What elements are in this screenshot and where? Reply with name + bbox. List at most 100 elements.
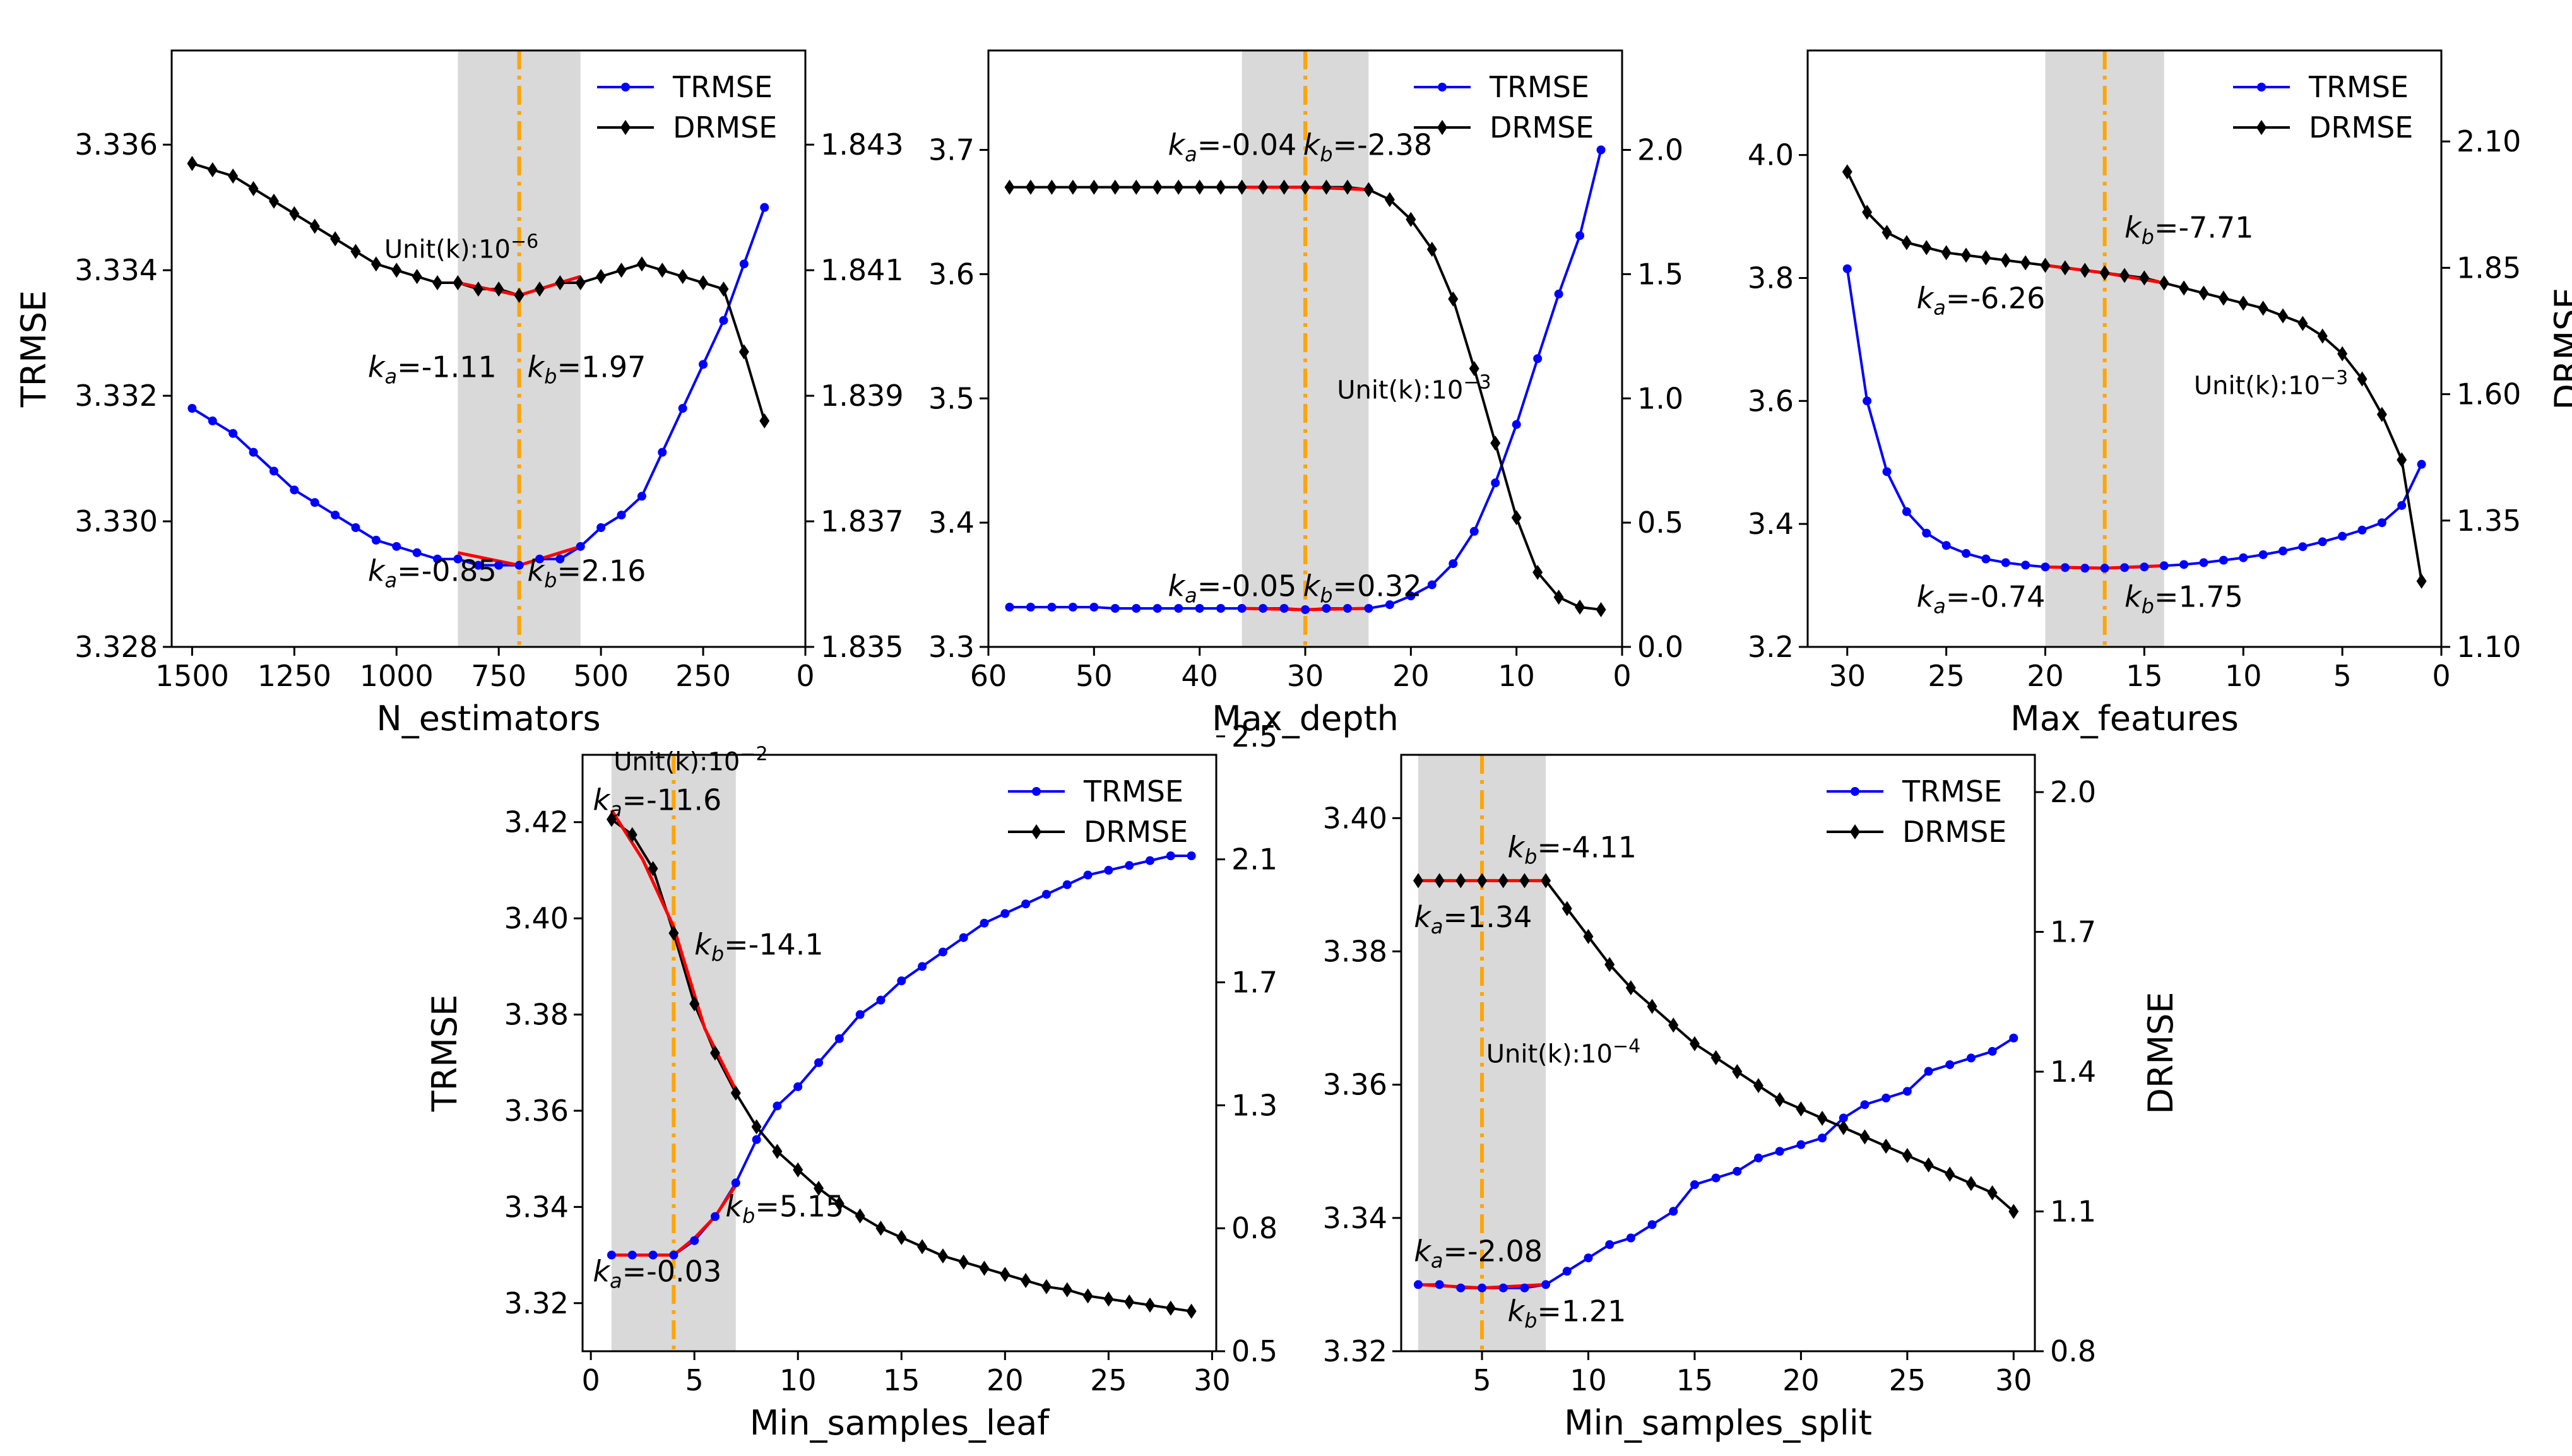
slope-value: =1.21 — [1537, 1294, 1626, 1328]
unit-note-prefix: Unit(k):10 — [384, 235, 511, 264]
slope-value: =-0.05 — [1197, 569, 1297, 603]
x-tick-label: 0 — [581, 1363, 600, 1397]
data-point-trmse — [1068, 603, 1077, 612]
data-point-drmse — [1902, 1147, 1912, 1163]
data-point-trmse — [710, 1212, 720, 1221]
legend-label-trmse: TRMSE — [672, 70, 773, 104]
unit-note: Unit(k):10−2 — [613, 743, 767, 776]
data-point-trmse — [331, 511, 340, 520]
y-right-tick-label: 1.4 — [2050, 1055, 2096, 1089]
data-point-trmse — [855, 1010, 865, 1019]
slope-symbol: k — [368, 554, 386, 588]
slope-symbol: k — [528, 350, 546, 384]
slope-subscript: a — [1431, 1248, 1443, 1272]
data-point-trmse — [1083, 870, 1093, 880]
data-point-drmse — [1004, 179, 1015, 195]
y-left-tick-label: 3.36 — [1323, 1068, 1387, 1102]
slope-annotation: kb=-14.1 — [694, 928, 824, 966]
legend-label-drmse: DRMSE — [1902, 815, 2006, 849]
data-point-trmse — [1902, 507, 1911, 516]
y-left-tick-label: 3.42 — [504, 805, 569, 839]
slope-subscript: b — [1320, 142, 1332, 166]
y-right-tick-label: 1.0 — [1637, 381, 1683, 415]
data-point-drmse — [1604, 957, 1615, 973]
slope-annotation: kb=1.21 — [1507, 1294, 1626, 1332]
data-point-trmse — [1818, 1133, 1827, 1143]
data-point-trmse — [1941, 541, 1951, 550]
slope-value: =-11.6 — [622, 783, 722, 817]
x-axis-label: Min_samples_leaf — [750, 1403, 1051, 1443]
data-point-drmse — [1987, 1185, 1998, 1200]
data-point-trmse — [959, 933, 968, 942]
slope-symbol: k — [1303, 569, 1322, 603]
plot-area — [1413, 873, 2019, 1293]
data-point-drmse — [1021, 1272, 1031, 1288]
data-point-trmse — [1498, 1283, 1508, 1293]
slope-annotation: kb=-2.38 — [1303, 127, 1433, 166]
data-point-drmse — [979, 1260, 990, 1276]
slope-value: =-4.11 — [1537, 830, 1637, 864]
data-point-trmse — [1754, 1153, 1763, 1163]
data-point-drmse — [1152, 179, 1163, 195]
data-point-drmse — [875, 1221, 886, 1236]
slope-subscript: b — [1320, 583, 1332, 607]
slope-value: =-1.11 — [397, 350, 497, 384]
data-point-trmse — [1842, 264, 1852, 273]
slope-annotation: ka=-0.04 — [1168, 127, 1296, 166]
y-right-tick-label: 0.5 — [1637, 506, 1683, 540]
data-point-drmse — [2218, 290, 2229, 306]
data-point-drmse — [1965, 1176, 1976, 1192]
data-point-trmse — [1882, 1093, 1891, 1103]
data-point-drmse — [1469, 361, 1479, 376]
data-point-drmse — [2337, 346, 2348, 362]
data-point-drmse — [1881, 1139, 1892, 1154]
slope-value: =-14.1 — [724, 928, 824, 962]
data-point-drmse — [2397, 452, 2407, 468]
data-point-trmse — [310, 498, 319, 507]
data-point-drmse — [412, 269, 422, 285]
data-point-drmse — [759, 413, 770, 429]
slope-value: =0.32 — [1333, 569, 1422, 603]
data-point-trmse — [1966, 1053, 1976, 1063]
x-tick-label: 250 — [675, 659, 731, 693]
y-left-tick-label: 3.330 — [74, 504, 158, 538]
slope-value: =2.16 — [557, 554, 646, 588]
data-point-trmse — [1187, 851, 1196, 861]
y-right-tick-label: 0.5 — [1231, 1334, 1277, 1368]
data-point-drmse — [187, 156, 198, 172]
y-right-tick-label: 2.1 — [1231, 843, 1277, 877]
unit-note: Unit(k):10−6 — [384, 230, 538, 264]
data-point-drmse — [1945, 1166, 1955, 1182]
data-point-drmse — [958, 1254, 969, 1270]
y-right-tick-label: 1.3 — [1231, 1088, 1277, 1122]
data-point-trmse — [1626, 1233, 1635, 1243]
y-left-tick-label: 3.38 — [1323, 934, 1387, 968]
data-point-drmse — [1258, 179, 1269, 195]
data-point-drmse — [1842, 164, 1852, 180]
data-point-drmse — [1216, 179, 1226, 195]
x-tick-label: 0 — [2432, 659, 2450, 693]
y-right-tick-label: 2.10 — [2456, 124, 2521, 158]
data-point-drmse — [1583, 928, 1594, 944]
data-point-trmse — [1512, 420, 1521, 429]
y-left-tick-label: 3.40 — [1323, 801, 1387, 835]
slope-symbol: k — [1303, 127, 1322, 162]
data-point-drmse — [738, 344, 749, 360]
data-point-trmse — [690, 1236, 699, 1245]
data-point-trmse — [1924, 1067, 1933, 1076]
data-point-trmse — [918, 962, 927, 971]
slope-annotation: ka=-11.6 — [593, 783, 721, 822]
data-point-trmse — [535, 554, 544, 564]
unit-note: Unit(k):10−3 — [1337, 371, 1491, 405]
y-left-tick-label: 3.5 — [928, 381, 975, 415]
slope-annotation: ka=-0.03 — [593, 1254, 721, 1293]
slope-symbol: k — [1414, 1234, 1432, 1268]
data-point-trmse — [2397, 500, 2407, 510]
data-point-drmse — [730, 1085, 741, 1101]
slope-subscript: a — [385, 569, 398, 593]
data-point-drmse — [1575, 600, 1585, 615]
y-right-tick-label: 1.60 — [2456, 377, 2521, 411]
data-point-trmse — [473, 560, 483, 570]
data-point-trmse — [1491, 478, 1500, 488]
data-point-drmse — [2000, 252, 2011, 268]
